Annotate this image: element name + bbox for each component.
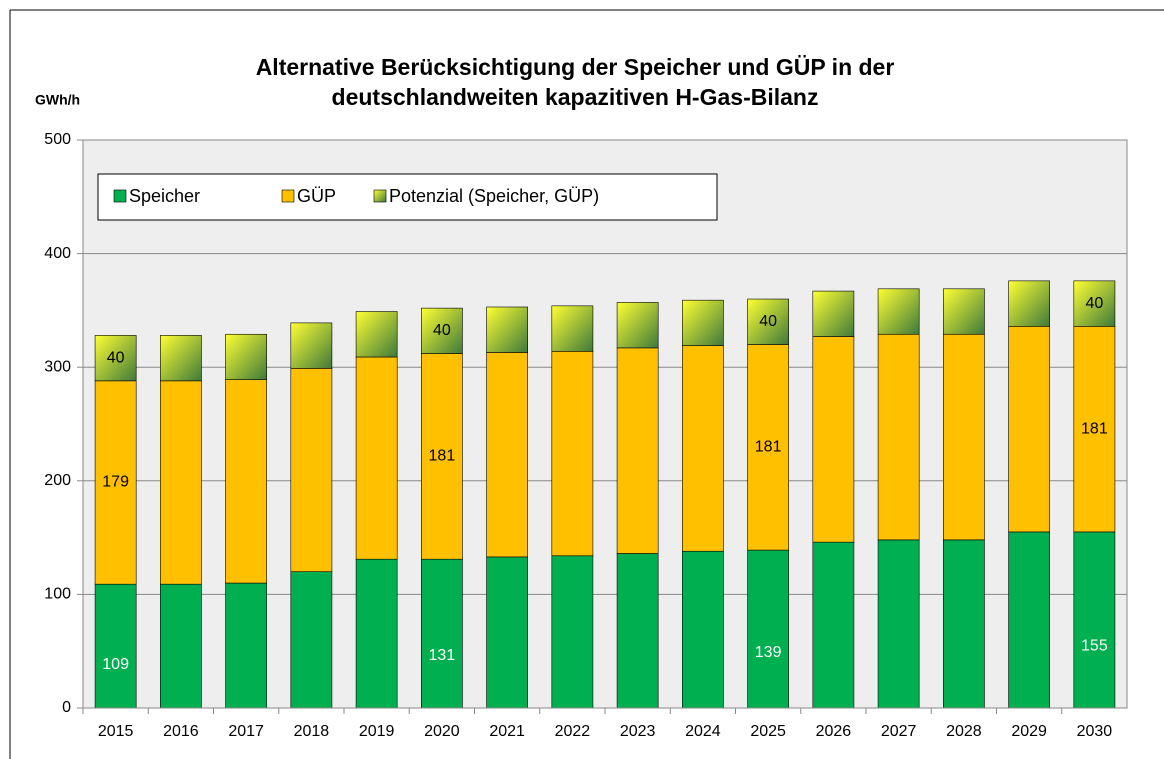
x-tick-label: 2026 [816,723,852,740]
bar-segment [1008,531,1050,709]
bar-segment [1008,280,1050,327]
x-tick-label: 2018 [294,723,330,740]
bar-segment [160,335,202,382]
y-tick-label: 0 [62,699,71,716]
bar-segment [812,541,855,709]
x-tick-label: 2027 [881,723,917,740]
x-tick-label: 2024 [685,723,721,740]
bar-segment [616,553,659,709]
bar-segment [160,380,202,585]
bar-segment [812,290,855,337]
legend-label: Speicher [129,186,200,206]
bar-segment [421,307,463,354]
bar-segment [94,380,137,585]
bar-segment [877,333,920,541]
x-tick-label: 2020 [424,723,460,740]
x-tick-label: 2016 [163,723,199,740]
bar-segment [290,368,333,572]
bar-segment [682,550,724,709]
bar-segment [160,583,202,709]
bar-segment [486,352,528,558]
bar-segment [355,356,398,560]
bar-segment [1073,280,1116,327]
bar-segment [812,336,855,543]
bar-segment [616,302,659,349]
bar-segment [1073,326,1116,533]
bar-segment [616,347,659,554]
bar-segment [943,333,985,541]
chart-title: Alternative Berücksichtigung der Speiche… [256,54,895,80]
bar-segment [94,583,137,709]
data-label: 181 [429,448,456,465]
y-tick-label: 200 [44,472,71,489]
bar-segment [421,558,463,709]
y-axis-label: GWh/h [35,92,80,108]
bar-segment [551,350,594,557]
bar-segment [747,549,789,709]
chart-title: deutschlandweiten kapazitiven H-Gas-Bila… [332,84,819,110]
data-label: 181 [1081,420,1108,437]
bar-segment [877,539,920,709]
legend-label: GÜP [297,186,336,206]
bar-segment [943,539,985,709]
data-label: 40 [759,313,777,330]
y-tick-label: 400 [44,245,71,262]
x-tick-label: 2019 [359,723,395,740]
x-tick-label: 2021 [489,723,525,740]
bar-segment [551,305,594,352]
bar-segment [225,379,267,584]
data-label: 139 [755,644,782,661]
bar-segment [290,571,333,709]
data-label: 155 [1081,638,1108,655]
data-label: 40 [433,322,451,339]
bar-segment [94,335,137,382]
bar-segment [486,306,528,353]
x-tick-label: 2025 [750,723,786,740]
bar-segment [682,299,724,346]
bar-segment [486,556,528,709]
legend [97,173,718,221]
bar-segment [355,311,398,358]
y-tick-label: 500 [44,131,71,148]
bar-segment [225,582,267,709]
bar-segment [225,333,267,380]
bar-segment [421,353,463,560]
x-tick-label: 2023 [620,723,656,740]
x-tick-label: 2030 [1077,723,1113,740]
legend-swatch [373,189,387,203]
y-tick-label: 100 [44,586,71,603]
legend-swatch [113,189,127,203]
bar-segment [747,298,789,345]
x-tick-label: 2015 [98,723,134,740]
bar-segment [1073,531,1116,709]
data-label: 40 [107,349,125,366]
data-label: 181 [755,439,782,456]
bar-segment [877,288,920,335]
data-label: 131 [429,647,456,664]
legend-swatch [281,189,295,203]
bar-segment [682,345,724,552]
data-label: 109 [102,656,129,673]
bar-segment [551,555,594,709]
x-tick-label: 2028 [946,723,982,740]
x-tick-label: 2017 [228,723,264,740]
bar-segment [355,558,398,709]
bar-segment [1008,326,1050,533]
legend-label: Potenzial (Speicher, GÜP) [389,186,599,206]
bar-segment [943,288,985,335]
bar-segment [290,322,333,369]
x-tick-label: 2022 [555,723,591,740]
data-label: 179 [102,474,129,491]
x-tick-label: 2029 [1011,723,1047,740]
y-tick-label: 300 [44,358,71,375]
data-label: 40 [1085,295,1103,312]
